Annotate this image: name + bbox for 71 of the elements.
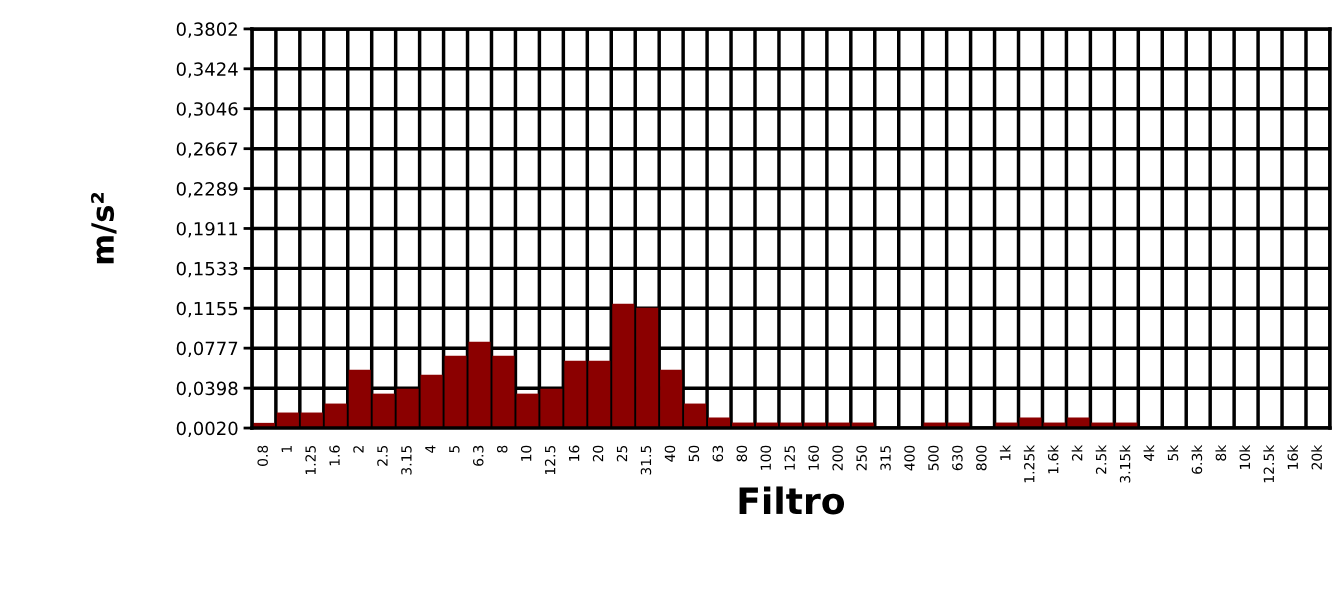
x-tick-label: 400 [904,445,915,471]
bar [684,403,707,429]
x-tick-label: 3.15k [1119,444,1131,483]
x-tick-label: 5k [1167,444,1179,461]
x-tick-label: 8k [1215,444,1227,461]
x-tick-label: 40 [664,445,676,462]
x-tick-label: 125 [784,445,795,470]
x-tick-label: 1k [999,444,1011,461]
x-tick-label: 12.5k [1263,444,1275,483]
x-tick-label: 5 [449,445,460,453]
x-tick-label: 315 [880,445,891,471]
x-tick-label: 2k [1071,444,1083,461]
x-tick-label: 2.5k [1095,444,1107,474]
x-tick-label: 16k [1287,444,1299,469]
y-axis-title: m/s² [90,192,117,264]
y-tick-label: 0,1911 [176,221,238,238]
x-tick-label: 25 [616,445,628,462]
x-tick-label: 1.25k [1023,444,1035,483]
x-axis-title: Filtro [739,486,845,515]
bar [612,303,635,429]
x-tick-label: 2.5 [377,445,388,466]
x-tick-label: 0.8 [257,445,268,466]
x-tick-label: 200 [832,445,843,471]
x-tick-label: 63 [712,445,724,462]
x-tick-label: 250 [856,445,867,471]
x-tick-label: 8 [496,445,508,453]
x-tick-label: 10 [520,445,532,461]
bar [660,369,683,429]
y-tick-label: 0,3802 [176,22,237,38]
x-tick-label: 6.3 [473,445,484,466]
x-tick-label: 2 [353,446,364,453]
bar [396,388,419,429]
y-tick-label: 0,0020 [176,421,238,437]
bar [372,393,395,429]
bar [348,369,371,429]
x-tick-label: 20k [1311,444,1322,470]
x-tick-label: 630 [952,445,963,471]
y-tick-label: 0,3424 [176,62,238,78]
y-tick-label: 0,1533 [176,261,238,278]
bar [324,403,347,429]
y-tick-label: 0,0777 [176,341,238,358]
x-tick-label: 16 [568,445,580,461]
x-tick-label: 20 [592,445,604,462]
x-tick-label: 500 [928,445,939,471]
bar [516,393,539,429]
y-tick-label: 0,2289 [176,182,238,198]
y-tick-label: 0,0398 [176,381,238,398]
y-tick-label: 0,1155 [176,301,238,318]
x-tick-label: 80 [736,445,748,462]
y-tick-label: 0,3046 [176,102,238,118]
x-tick-label: 1.25 [305,445,316,475]
x-tick-label: 3.15 [401,445,412,475]
x-tick-label: 800 [976,445,987,471]
x-tick-label: 31.5 [640,445,652,475]
bar [420,374,443,429]
x-tick-label: 6.3k [1191,444,1203,474]
x-tick-label: 12.5 [544,445,556,475]
x-tick-label: 4k [1143,444,1155,461]
bar [564,360,587,429]
x-tick-label: 160 [808,445,819,470]
x-tick-label: 1 [281,445,292,453]
y-tick-label: 0,2667 [176,142,238,158]
x-tick-label: 100 [760,445,772,470]
bar [540,388,563,429]
x-tick-label: 4 [425,445,436,453]
bar [588,360,611,429]
x-tick-label: 50 [688,445,700,462]
x-tick-label: 1.6k [1047,444,1059,474]
bar [636,307,659,429]
x-tick-label: 10k [1239,444,1251,469]
x-tick-label: 1.6 [329,445,340,466]
